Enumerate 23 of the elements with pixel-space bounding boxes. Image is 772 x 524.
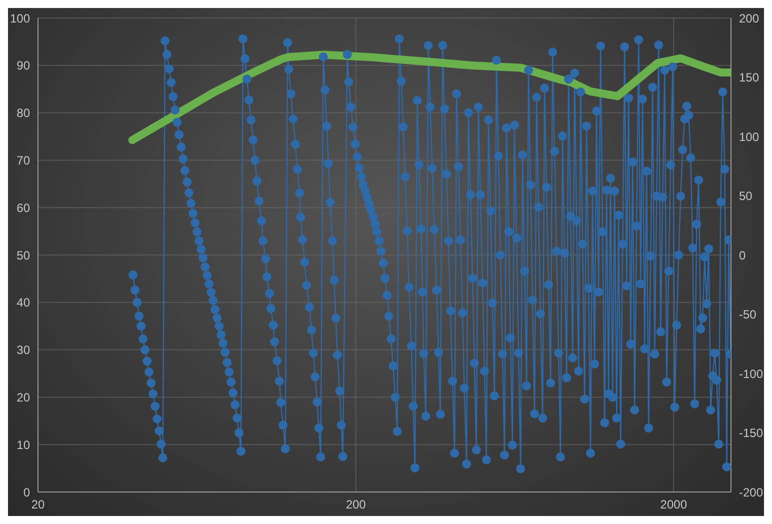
y-tick-label: 50	[16, 248, 30, 262]
y2-tick-label: 200	[739, 11, 760, 26]
x-tick-label: 2000	[660, 498, 688, 512]
x-tick-label: 200	[346, 498, 366, 512]
y-tick-label: 40	[16, 296, 30, 310]
y2-tick-label: -50	[739, 308, 757, 322]
y-tick-label: 80	[16, 106, 30, 120]
y2-tick-label: -150	[739, 426, 764, 440]
y-tick-label: 90	[16, 58, 30, 73]
y-tick-label: 30	[16, 343, 30, 358]
y2-tick-label: -200	[739, 485, 764, 500]
y2-tick-label: 100	[739, 130, 760, 144]
y-tick-label: 60	[16, 200, 30, 215]
y-tick-label: 10	[16, 438, 30, 452]
y-tick-label: 20	[16, 390, 30, 404]
x-tick-label: 20	[31, 498, 45, 512]
y-tick-label: 100	[10, 11, 30, 26]
y2-tick-label: 50	[739, 189, 753, 204]
y-tick-label: 0	[23, 485, 30, 500]
y-tick-label: 70	[16, 153, 30, 168]
y2-tick-label: 150	[739, 70, 760, 85]
y2-tick-label: -100	[739, 366, 764, 381]
y2-tick-label: 0	[739, 248, 746, 262]
